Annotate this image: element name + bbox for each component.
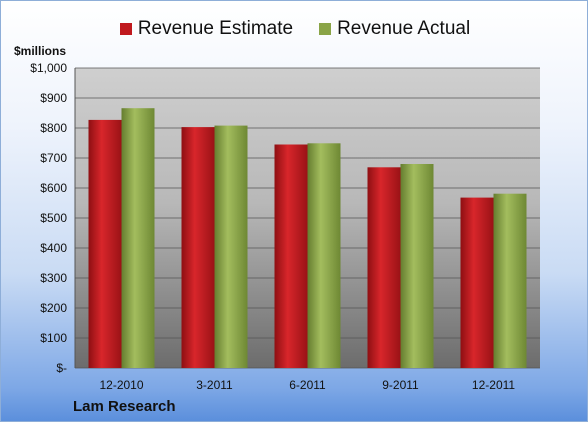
legend-item-actual: Revenue Actual <box>319 18 470 40</box>
bar-revenue-estimate <box>181 127 215 368</box>
bar-revenue-estimate <box>460 197 494 368</box>
bar-revenue-actual <box>307 143 341 368</box>
y-tick-label: $200 <box>40 301 67 315</box>
bar-revenue-estimate <box>274 144 308 368</box>
y-tick-label: $1,000 <box>30 61 67 75</box>
y-tick-label: $100 <box>40 331 67 345</box>
x-tick-label: 12-2011 <box>472 378 515 392</box>
y-tick-label: $900 <box>40 91 67 105</box>
bar-revenue-estimate <box>88 119 122 369</box>
bar-revenue-estimate <box>367 167 401 368</box>
legend-label-estimate: Revenue Estimate <box>137 18 294 39</box>
bar-revenue-actual <box>400 164 434 368</box>
x-tick-label: 9-2011 <box>382 378 419 392</box>
bar-revenue-actual <box>121 108 155 368</box>
y-tick-label: $700 <box>40 151 67 165</box>
company-name: Lam Research <box>73 398 176 415</box>
bar-revenue-actual <box>214 125 248 368</box>
y-tick-label: $500 <box>40 211 67 225</box>
y-tick-label: $400 <box>40 241 67 255</box>
legend-label-actual: Revenue Actual <box>337 18 471 39</box>
x-tick-label: 12-2010 <box>99 378 143 392</box>
legend: Revenue Estimate Revenue Actual <box>1 15 588 43</box>
y-tick-label: $800 <box>40 121 67 135</box>
legend-swatch-estimate <box>119 23 132 35</box>
y-axis-unit-label: $millions <box>14 44 67 58</box>
legend-swatch-actual <box>319 23 332 35</box>
y-tick-label: $300 <box>40 271 67 285</box>
x-tick-label: 3-2011 <box>196 378 233 392</box>
x-tick-label: 6-2011 <box>289 378 326 392</box>
legend-item-estimate: Revenue Estimate <box>119 18 294 40</box>
y-tick-label: $- <box>56 361 67 375</box>
y-tick-label: $600 <box>40 181 67 195</box>
bar-revenue-actual <box>493 193 527 368</box>
